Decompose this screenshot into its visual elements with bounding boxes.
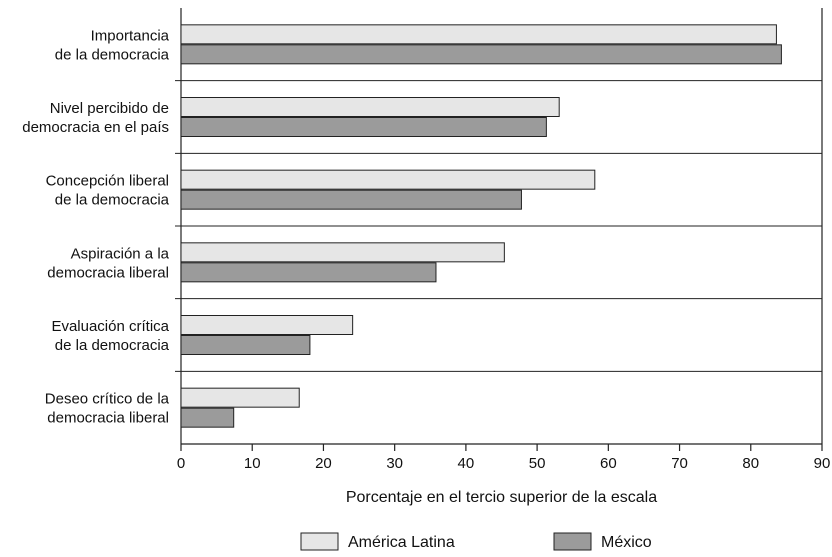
category-label-line: democracia liberal xyxy=(47,264,169,281)
bar-mexico-4 xyxy=(180,335,311,355)
category-label-line: Evaluación crítica xyxy=(51,318,169,335)
x-tick-label: 80 xyxy=(742,455,759,472)
plot-area: Importancia de la democracia Nivel percibi… xyxy=(22,8,823,444)
bar-america-latina-1 xyxy=(180,97,560,117)
legend-swatch-mexico xyxy=(553,532,592,551)
category-label-line: Nivel percibido de xyxy=(50,100,169,117)
category-label: Concepción liberal de la democracia xyxy=(46,173,170,209)
category-label-line: de la democracia xyxy=(55,192,170,209)
bar-mexico-5 xyxy=(180,407,235,428)
category-label: Importancia de la democracia xyxy=(55,27,170,63)
x-tick-label: 30 xyxy=(386,455,403,472)
category-label-line: democracia liberal xyxy=(47,410,169,427)
category-label: Aspiración a la democracia liberal xyxy=(47,245,169,281)
bar-mexico-1 xyxy=(180,117,547,137)
legend-label-america-latina: América Latina xyxy=(348,534,455,551)
x-tick-label: 90 xyxy=(814,455,831,472)
bar-mexico-2 xyxy=(180,189,522,210)
bar-america-latina-0 xyxy=(180,24,777,45)
x-axis-title: Porcentaje en el tercio superior de la e… xyxy=(346,489,657,506)
x-tick-label: 10 xyxy=(244,455,261,472)
legend-label-mexico: México xyxy=(601,534,652,551)
bar-america-latina-3 xyxy=(180,242,505,263)
category-label-line: de la democracia xyxy=(55,337,170,354)
bar-mexico-0 xyxy=(180,44,782,65)
bar-mexico-3 xyxy=(180,262,437,283)
legend: América Latina México xyxy=(300,532,652,551)
x-tick-label: 70 xyxy=(671,455,688,472)
x-tick-label: 0 xyxy=(177,455,185,472)
bar-america-latina-4 xyxy=(180,315,354,335)
bar-america-latina-2 xyxy=(180,169,596,190)
category-label: Evaluación crítica de la democracia xyxy=(51,318,169,354)
x-tick-label: 20 xyxy=(315,455,332,472)
bar-america-latina-5 xyxy=(180,387,300,408)
category-label: Deseo crítico de la democracia liberal xyxy=(45,391,170,427)
x-tick-label: 60 xyxy=(600,455,617,472)
category-label-line: Importancia xyxy=(91,27,170,44)
category-label: Nivel percibido de democracia en el país xyxy=(22,100,169,136)
legend-swatch-america-latina xyxy=(300,532,339,551)
x-tick-label: 40 xyxy=(458,455,475,472)
x-axis: 0 10 20 30 40 50 60 70 80 90 xyxy=(177,443,831,472)
category-label-line: democracia en el país xyxy=(22,119,169,136)
category-label-line: de la democracia xyxy=(55,46,170,63)
x-tick-label: 50 xyxy=(529,455,546,472)
category-label-line: Deseo crítico de la xyxy=(45,391,170,408)
category-label-line: Aspiración a la xyxy=(71,245,170,262)
category-label-line: Concepción liberal xyxy=(46,173,169,190)
